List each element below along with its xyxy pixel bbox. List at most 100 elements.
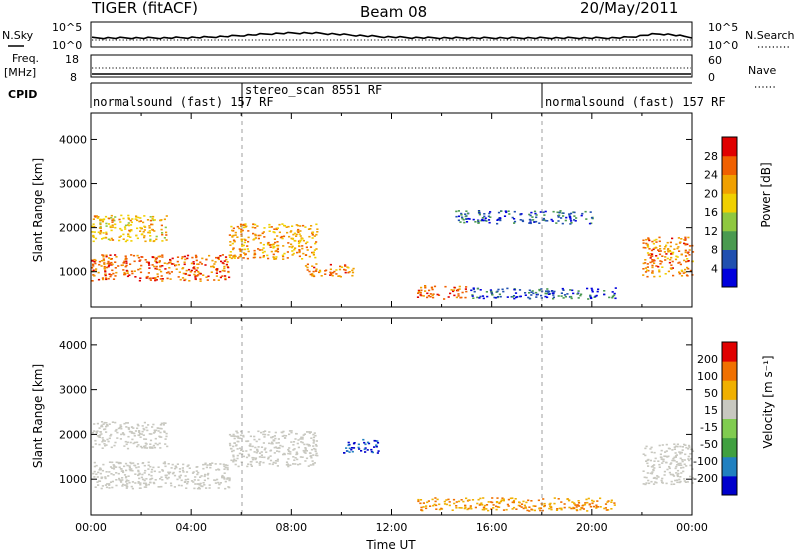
- echo-cell: [185, 471, 189, 473]
- echo-cell: [591, 290, 594, 293]
- echo-cell: [513, 220, 517, 223]
- echo-cell: [223, 468, 226, 470]
- echo-cell: [252, 232, 255, 235]
- echo-cell: [149, 439, 153, 442]
- echo-cell: [533, 210, 537, 213]
- echo-cell: [273, 452, 276, 454]
- echo-cell: [452, 290, 455, 293]
- echo-cell: [671, 449, 674, 451]
- echo-cell: [254, 234, 257, 237]
- echo-cell: [101, 220, 104, 223]
- echo-cell: [261, 232, 264, 235]
- echo-cell: [117, 472, 120, 475]
- echo-cell: [663, 248, 666, 250]
- echo-cell: [530, 500, 533, 502]
- echo-cell: [604, 507, 607, 509]
- echo-cell: [122, 238, 125, 240]
- echo-cell: [217, 258, 220, 261]
- echo-cell: [679, 464, 682, 466]
- echo-cell: [335, 273, 338, 275]
- echo-cell: [311, 251, 314, 254]
- echo-cell: [126, 239, 129, 242]
- echo-cell: [438, 503, 441, 506]
- echo-cell: [141, 425, 144, 427]
- echo-cell: [312, 464, 315, 466]
- echo-cell: [246, 245, 249, 247]
- echo-cell: [448, 504, 451, 507]
- echo-cell: [152, 432, 156, 434]
- colorbar-tick-label: -50: [700, 438, 718, 451]
- echo-cell: [610, 501, 613, 503]
- echo-cell: [653, 476, 656, 479]
- echo-cell: [108, 484, 111, 486]
- echo-cell: [530, 508, 533, 511]
- echo-cell: [457, 215, 461, 218]
- echo-cell: [432, 293, 435, 295]
- echo-cell: [655, 477, 658, 480]
- echo-cell: [267, 457, 270, 460]
- echo-cell: [161, 469, 164, 471]
- echo-cell: [470, 507, 473, 510]
- echo-cell: [301, 441, 304, 444]
- echo-cell: [93, 423, 96, 425]
- echo-cell: [665, 450, 668, 452]
- echo-cell: [686, 252, 689, 254]
- echo-cell: [661, 477, 664, 480]
- echo-cell: [667, 250, 670, 253]
- echo-cell: [429, 293, 432, 295]
- echo-cell: [288, 433, 291, 436]
- echo-cell: [255, 451, 258, 454]
- echo-cell: [105, 422, 108, 424]
- echo-cell: [126, 485, 129, 488]
- echo-cell: [672, 459, 675, 462]
- cpid-segment-2: stereo_scan 8551 RF: [245, 83, 382, 97]
- echo-cell: [215, 256, 218, 259]
- echo-cell: [680, 275, 684, 277]
- echo-cell: [573, 507, 576, 509]
- echo-cell: [99, 232, 102, 235]
- echo-cell: [306, 269, 309, 271]
- echo-cell: [227, 271, 230, 274]
- echo-cell: [443, 503, 447, 505]
- echo-cell: [240, 225, 243, 227]
- echo-cell: [676, 479, 679, 481]
- echo-cell: [164, 268, 167, 270]
- echo-cell: [153, 265, 156, 268]
- echo-cell: [306, 263, 309, 266]
- echo-cell: [283, 224, 286, 227]
- echo-cell: [663, 474, 666, 476]
- echo-cell: [671, 237, 674, 240]
- echo-cell: [670, 253, 673, 255]
- echo-cell: [613, 294, 616, 297]
- echo-cell: [119, 235, 122, 237]
- echo-cell: [676, 475, 679, 478]
- echo-cell: [194, 278, 197, 280]
- echo-cell: [223, 476, 226, 479]
- echo-cell: [685, 260, 688, 263]
- echo-cell: [606, 501, 609, 503]
- echo-cell: [661, 481, 664, 483]
- echo-cell: [172, 471, 175, 474]
- echo-cell: [495, 508, 498, 511]
- echo-cell: [590, 297, 593, 300]
- echo-cell: [148, 473, 151, 476]
- echo-cell: [299, 225, 302, 227]
- echo-cell: [358, 448, 361, 450]
- echo-cell: [339, 275, 342, 278]
- echo-cell: [104, 277, 108, 279]
- echo-cell: [376, 442, 380, 444]
- echo-cell: [296, 452, 299, 455]
- echo-cell: [497, 288, 500, 291]
- echo-cell: [229, 241, 232, 243]
- echo-cell: [417, 290, 421, 293]
- echo-cell: [646, 252, 650, 254]
- echo-cell: [131, 481, 134, 483]
- echo-cell: [652, 248, 655, 251]
- echo-cell: [157, 486, 160, 488]
- echo-cell: [670, 264, 673, 266]
- echo-cell: [487, 215, 490, 218]
- colorbar-tick-label: 24: [704, 169, 718, 182]
- echo-cell: [232, 227, 235, 230]
- echo-cell: [518, 289, 522, 291]
